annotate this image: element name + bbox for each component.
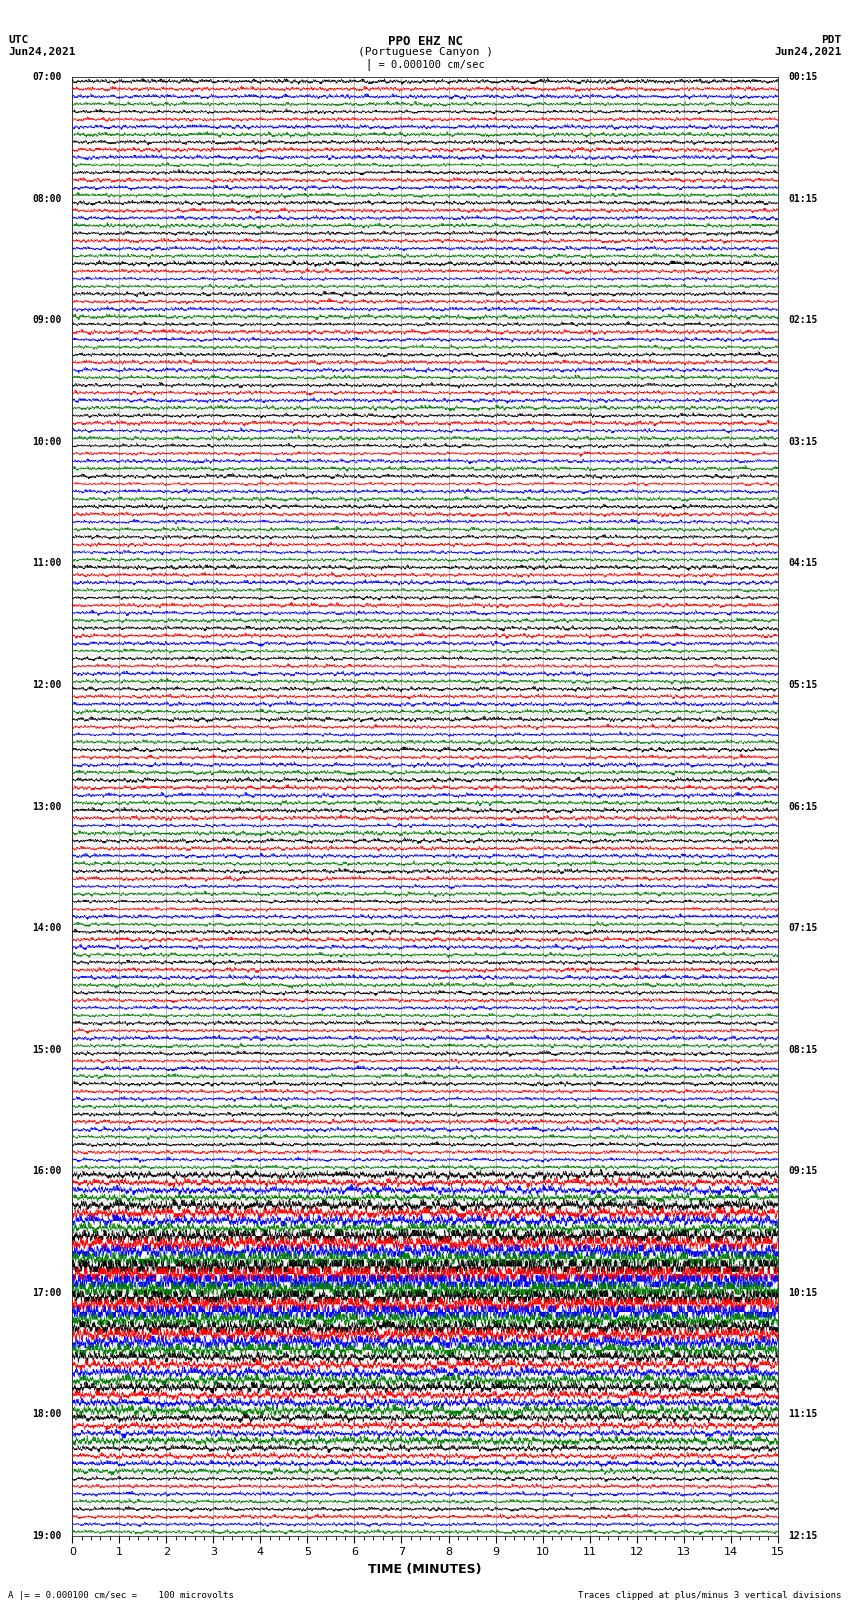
Text: PDT: PDT [821,35,842,45]
Text: 10:00: 10:00 [32,437,62,447]
Text: Traces clipped at plus/minus 3 vertical divisions: Traces clipped at plus/minus 3 vertical … [578,1590,842,1600]
Text: 14:00: 14:00 [32,923,62,932]
Text: Jun24,2021: Jun24,2021 [774,47,842,56]
Text: 16:00: 16:00 [32,1166,62,1176]
Text: 05:15: 05:15 [788,681,818,690]
Text: 08:00: 08:00 [32,194,62,203]
Text: 12:00: 12:00 [32,681,62,690]
X-axis label: TIME (MINUTES): TIME (MINUTES) [368,1563,482,1576]
Text: Jun24,2021: Jun24,2021 [8,47,76,56]
Text: 15:00: 15:00 [32,1045,62,1055]
Text: 13:00: 13:00 [32,802,62,811]
Text: 07:15: 07:15 [788,923,818,932]
Text: 09:15: 09:15 [788,1166,818,1176]
Text: 09:00: 09:00 [32,316,62,326]
Text: 18:00: 18:00 [32,1410,62,1419]
Text: 17:00: 17:00 [32,1287,62,1297]
Text: 12:15: 12:15 [788,1531,818,1540]
Text: 11:00: 11:00 [32,558,62,568]
Text: PPO EHZ NC: PPO EHZ NC [388,35,462,48]
Text: 00:15: 00:15 [788,73,818,82]
Text: UTC: UTC [8,35,29,45]
Text: 01:15: 01:15 [788,194,818,203]
Text: A |= = 0.000100 cm/sec =    100 microvolts: A |= = 0.000100 cm/sec = 100 microvolts [8,1590,235,1600]
Text: 02:15: 02:15 [788,316,818,326]
Text: 08:15: 08:15 [788,1045,818,1055]
Text: (Portuguese Canyon ): (Portuguese Canyon ) [358,47,492,56]
Text: 03:15: 03:15 [788,437,818,447]
Text: 04:15: 04:15 [788,558,818,568]
Text: 06:15: 06:15 [788,802,818,811]
Text: 11:15: 11:15 [788,1410,818,1419]
Text: ⎮ = 0.000100 cm/sec: ⎮ = 0.000100 cm/sec [366,58,484,69]
Text: 10:15: 10:15 [788,1287,818,1297]
Text: 19:00: 19:00 [32,1531,62,1540]
Text: 07:00: 07:00 [32,73,62,82]
